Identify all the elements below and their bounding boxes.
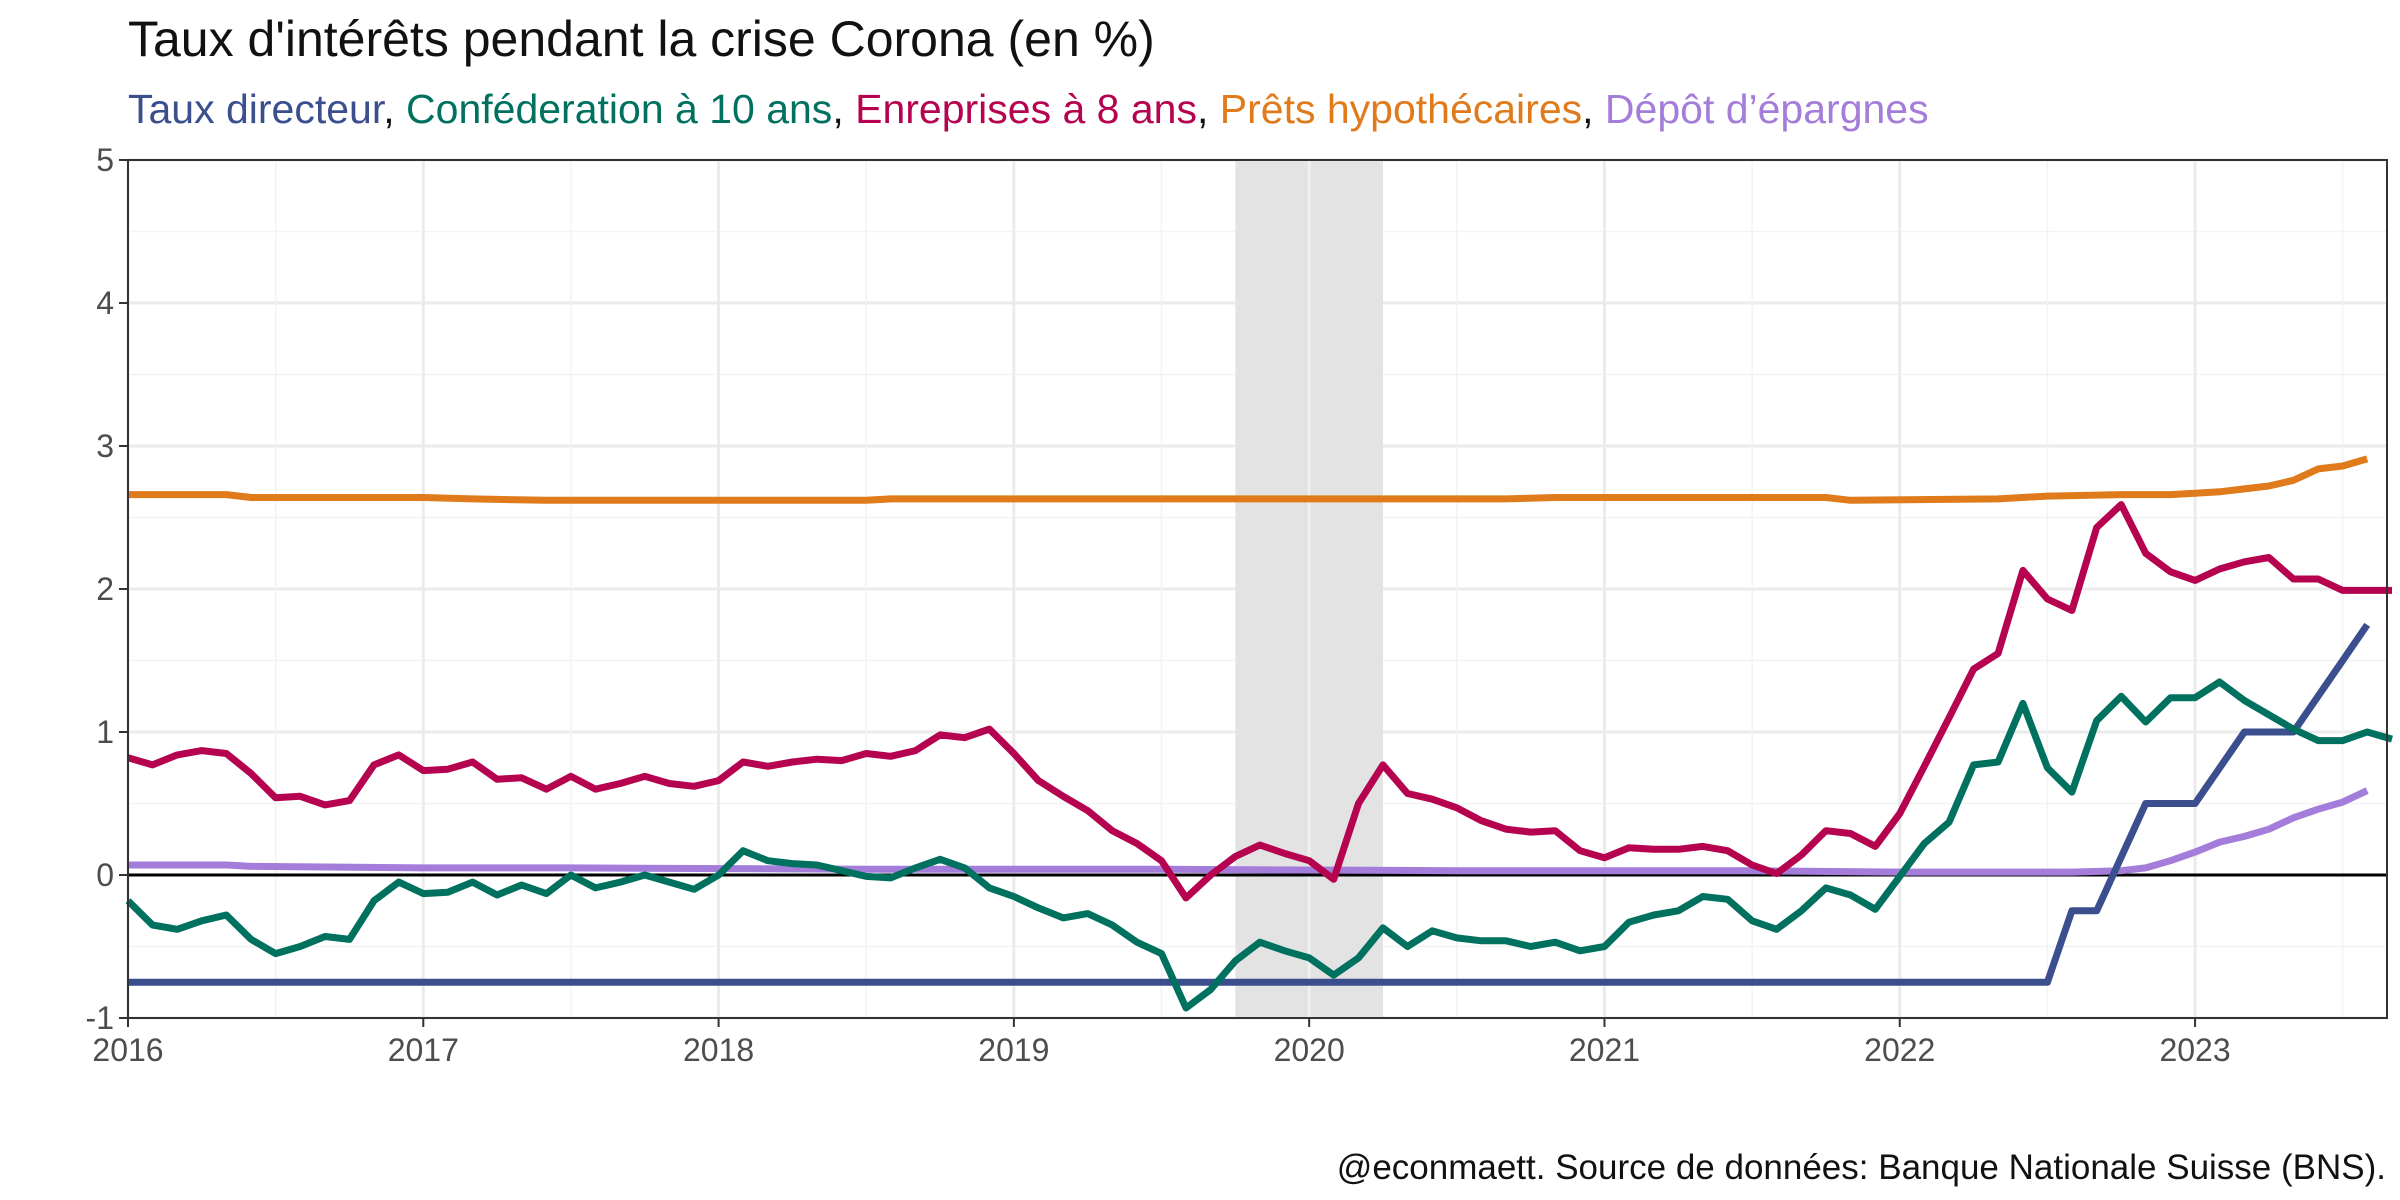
- subtitle-separator: ,: [1582, 86, 1605, 132]
- subtitle-separator: ,: [1196, 86, 1220, 132]
- tick-label-x: 2016: [92, 1032, 163, 1068]
- legend-entry: Enreprises à 8 ans: [855, 86, 1197, 132]
- legend-entry: Taux directeur: [128, 86, 384, 132]
- tick-label-y: 2: [96, 571, 114, 607]
- series-line: [128, 787, 2369, 876]
- series-layer: [125, 455, 2393, 1012]
- series-line: [127, 501, 2392, 902]
- chart-subtitle-legend: Taux directeur, Conféderation à 10 ans, …: [128, 86, 1929, 133]
- subtitle-separator: ,: [832, 86, 856, 132]
- legend-entry: Conféderation à 10 ans: [406, 86, 833, 132]
- tick-label-x: 2023: [2159, 1032, 2230, 1068]
- tick-label-x: 2019: [978, 1032, 1049, 1068]
- tick-label-x: 2022: [1864, 1032, 1935, 1068]
- legend-entry: Dépôt d’épargnes: [1604, 86, 1929, 132]
- axis-layer: -1 0 1 2 3 4 5 2016 2017 2018 2019 2020 2021 2022 2023: [86, 142, 2231, 1068]
- tick-label-y: 3: [96, 428, 114, 464]
- chart-caption: @econmaett. Source de données: Banque Na…: [1336, 1148, 2386, 1187]
- tick-label-y: 5: [96, 142, 114, 178]
- series-line: [128, 622, 2371, 986]
- tick-label-x: 2020: [1274, 1032, 1345, 1068]
- tick-label-y: -1: [86, 1000, 114, 1036]
- series-line: [125, 678, 2393, 1012]
- tick-label-y: 4: [96, 285, 114, 321]
- subtitle-separator: ,: [383, 86, 407, 132]
- series-line: [128, 455, 2369, 504]
- tick-label-x: 2021: [1569, 1032, 1640, 1068]
- tick-label-y: 1: [96, 714, 114, 750]
- tick-label-x: 2018: [683, 1032, 754, 1068]
- legend-entry: Prêts hypothécaires: [1219, 86, 1583, 132]
- tick-label-y: 0: [96, 857, 114, 893]
- chart-title: Taux d'intérêts pendant la crise Corona …: [128, 11, 1155, 67]
- tick-label-x: 2017: [388, 1032, 459, 1068]
